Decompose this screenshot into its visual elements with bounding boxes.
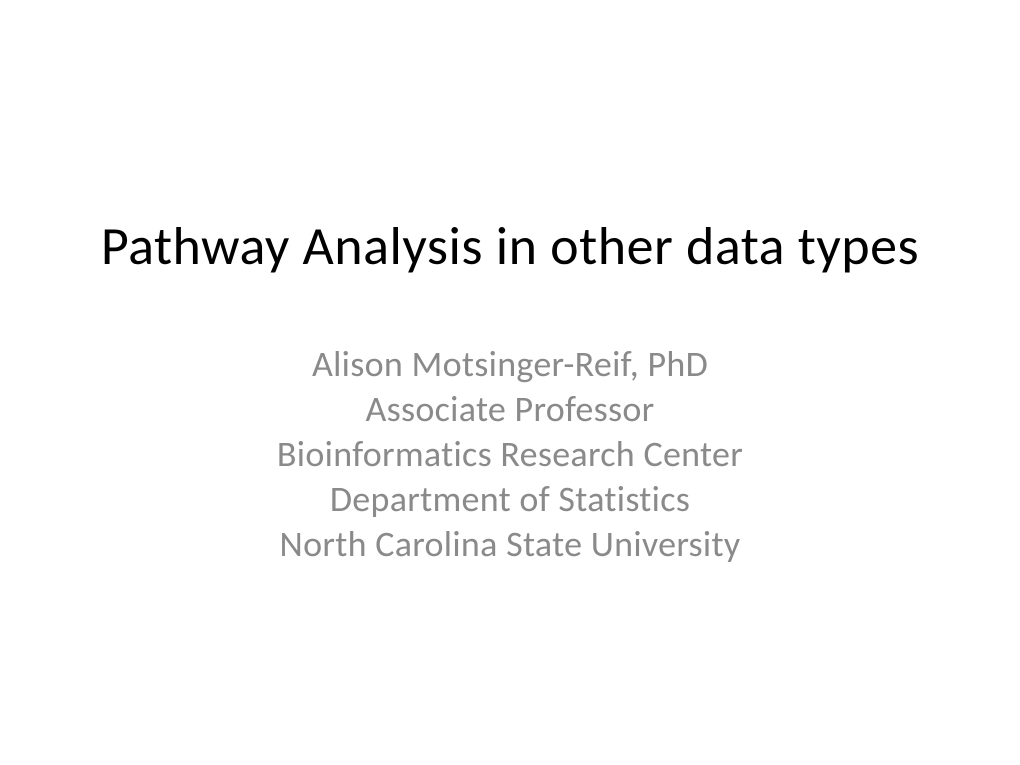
subtitle-author: Alison Motsinger-Reif, PhD [277, 342, 743, 387]
subtitle-center: Bioinformatics Research Center [277, 432, 743, 477]
slide-subtitle-block: Alison Motsinger-Reif, PhD Associate Pro… [277, 342, 743, 567]
subtitle-role: Associate Professor [277, 387, 743, 432]
slide-title: Pathway Analysis in other data types [101, 215, 919, 277]
subtitle-university: North Carolina State University [277, 522, 743, 567]
subtitle-department: Department of Statistics [277, 477, 743, 522]
